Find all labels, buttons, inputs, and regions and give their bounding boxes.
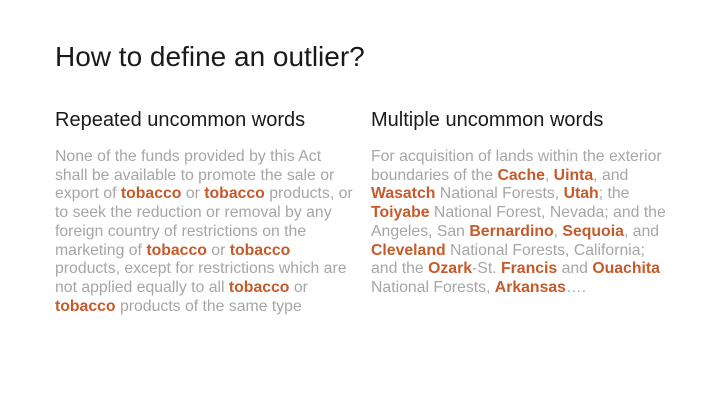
paragraph-text: -St. [472,260,501,278]
highlighted-word: Francis [500,260,558,278]
right-column: Multiple uncommon words For acquisition … [371,108,671,298]
highlighted-word: tobacco [120,185,182,203]
right-column-paragraph: For acquisition of lands within the exte… [371,148,671,298]
paragraph-text: National Forests, [371,278,495,296]
paragraph-text: None of the funds provided by this Act s… [55,148,335,203]
left-column-heading: Repeated uncommon words [55,109,306,131]
highlighted-word: Bernardino [469,222,554,240]
slide-title: How to define an outlier? [55,41,365,72]
highlighted-word: Arkansas [494,278,566,296]
paragraph-text: products, or to seek the reduction or re… [55,185,353,259]
paragraph-text: , [544,166,554,184]
highlighted-word: Wasatch [371,185,436,203]
highlighted-word: tobacco [204,185,265,203]
highlighted-word: Ozark [428,260,473,278]
highlighted-word: Cache [497,166,545,184]
paragraph-text: ; the [598,185,630,203]
highlighted-word: Cleveland [371,241,446,259]
highlighted-word: Sequoia [562,222,624,240]
paragraph-text: , and [623,222,660,240]
highlighted-word: tobacco [55,297,116,315]
highlighted-word: tobacco [229,241,291,259]
highlighted-word: Utah [563,185,599,203]
paragraph-text: products, except for restrictions which … [55,260,347,296]
paragraph-text: National Forest, Nevada; and the Angeles… [371,204,666,240]
paragraph-text: or [206,241,230,259]
highlighted-word: Uinta [553,166,594,184]
highlighted-word: tobacco [146,241,207,259]
highlighted-word: Ouachita [592,260,660,278]
left-column: Repeated uncommon words None of the fund… [55,108,355,316]
highlighted-word: tobacco [228,278,290,296]
paragraph-text: National Forests, [435,185,564,203]
paragraph-text: products of the same type [115,297,302,315]
paragraph-text: …. [565,278,587,296]
highlighted-word: Toiyabe [371,204,430,222]
left-column-paragraph: None of the funds provided by this Act s… [55,148,355,316]
paragraph-text: , [553,222,563,240]
right-column-heading: Multiple uncommon words [371,109,604,131]
paragraph-text: National Forests, California; and the [371,241,645,278]
paragraph-text: and [557,260,593,278]
paragraph-text: , and [593,166,629,184]
paragraph-text: For acquisition of lands within the exte… [371,148,662,184]
paragraph-text: or [181,185,205,203]
paragraph-text: or [289,278,308,296]
